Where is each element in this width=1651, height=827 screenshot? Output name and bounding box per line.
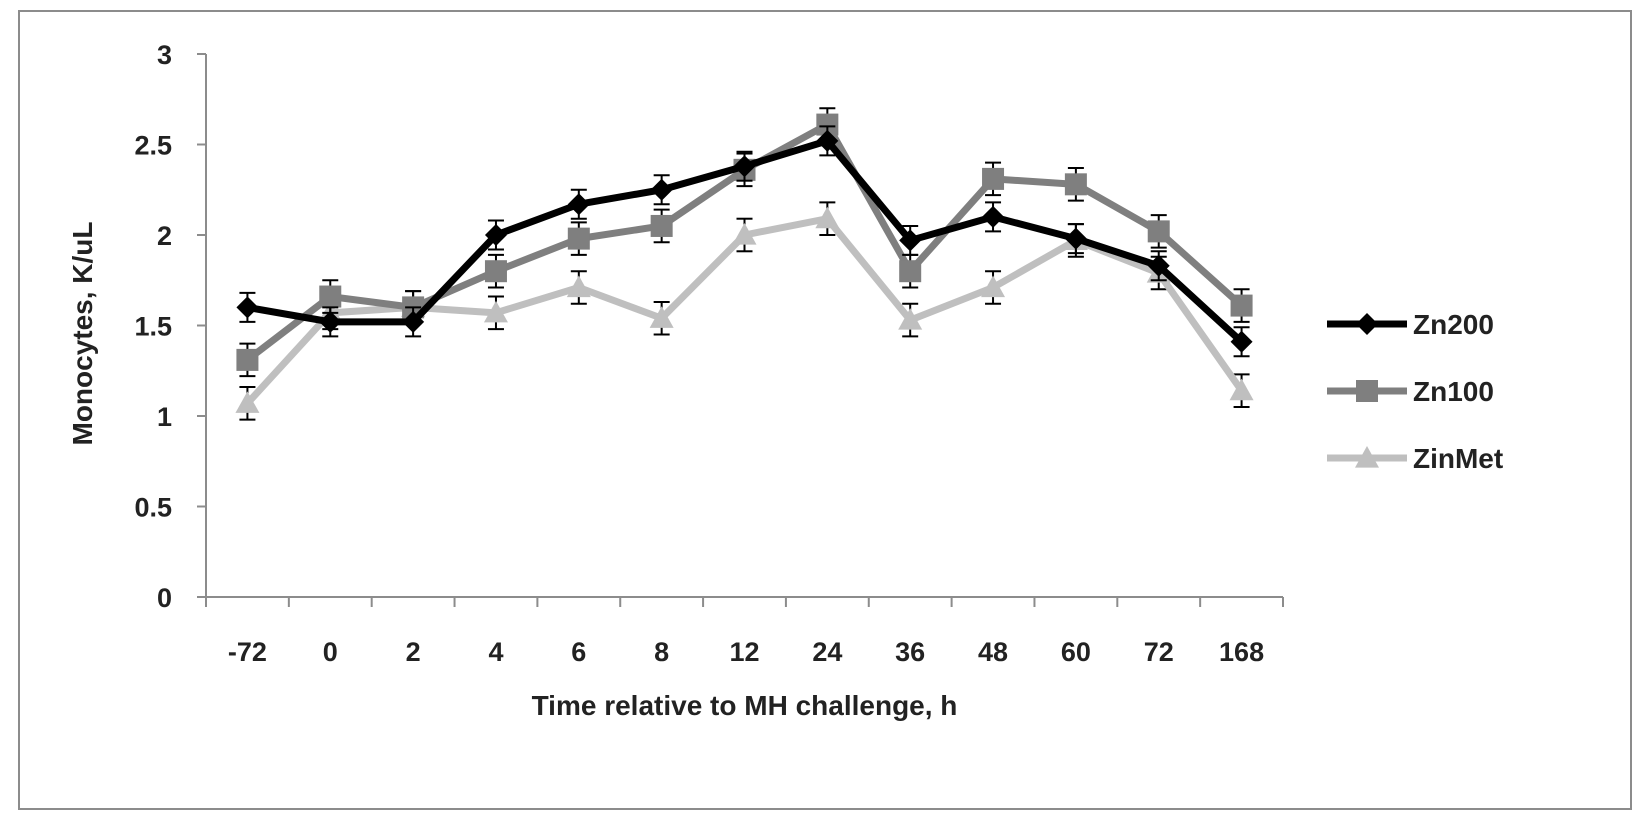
legend-item-zn100: Zn100 (1327, 376, 1494, 407)
legend-item-zn200: Zn200 (1327, 309, 1494, 340)
legend-label: Zn200 (1413, 309, 1494, 340)
data-point-zn100 (319, 285, 342, 308)
y-tick-label: 1 (157, 402, 172, 432)
x-tick-label: 2 (406, 637, 421, 667)
data-point-zn200 (899, 229, 922, 252)
data-point-zn100 (1147, 220, 1170, 243)
data-point-zinmet (235, 391, 260, 413)
x-tick-label: 60 (1061, 637, 1091, 667)
series-group (235, 107, 1254, 421)
y-tick-label: 2 (157, 221, 172, 251)
series-zinmet (235, 201, 1254, 421)
x-tick-label: 36 (895, 637, 925, 667)
x-tick-label: 6 (571, 637, 586, 667)
x-tick-label: 0 (323, 637, 338, 667)
data-point-zn200 (402, 310, 425, 333)
x-tick-label: 48 (978, 637, 1008, 667)
chart-frame: 0 0.5 1 1.5 2 2.5 3 -72 0 2 4 6 8 12 24 36 48 60 72 168 Zn2… (18, 10, 1632, 810)
x-tick-label: 4 (488, 637, 503, 667)
x-tick-label: 24 (812, 637, 842, 667)
data-point-zn100 (1230, 294, 1253, 317)
legend-label: Zn100 (1413, 376, 1494, 407)
data-point-zinmet (1229, 378, 1254, 401)
data-point-zn100 (236, 348, 259, 371)
x-tick-label: 8 (654, 637, 669, 667)
y-tick-label: 0.5 (134, 493, 172, 523)
x-tick-label: 12 (729, 637, 759, 667)
y-tick-label: 1.5 (134, 312, 172, 342)
data-point-zn200 (484, 224, 507, 246)
data-point-zinmet (815, 206, 840, 229)
data-point-zn100 (650, 214, 673, 237)
legend-label: ZinMet (1413, 443, 1503, 474)
data-point-zinmet (483, 300, 508, 323)
data-point-zn100 (899, 260, 922, 283)
y-tick-label: 0 (157, 583, 172, 613)
data-point-zn200 (319, 310, 342, 333)
x-tick-label: 168 (1219, 637, 1264, 667)
y-axis-title: Monocytes, K/uL (67, 221, 98, 445)
data-point-zinmet (566, 275, 591, 298)
data-point-zinmet (649, 306, 674, 328)
data-point-zn200 (567, 193, 590, 216)
line-chart: 00.511.522.53-72 0 2 4 6 8 12 24 36 48 60 72 168 Zn2… (67, 40, 1503, 721)
legend-marker (1355, 446, 1379, 468)
y-tick-label: 2.5 (134, 131, 172, 161)
data-point-zn200 (650, 178, 673, 201)
data-point-zn100 (1064, 173, 1087, 196)
x-axis-title: Time relative to MH challenge, h (532, 690, 958, 721)
data-point-zn200 (236, 296, 259, 319)
axes: 00.511.522.53-72 0 2 4 6 8 12 24 36 48 60 72 168 (134, 40, 1284, 667)
data-point-zn100 (484, 260, 507, 283)
legend-item-zinmet: ZinMet (1327, 443, 1503, 474)
data-point-zn100 (816, 113, 839, 136)
x-tick-label: -72 (228, 637, 267, 667)
series-zn200 (236, 125, 1253, 358)
y-tick-label: 3 (157, 40, 172, 70)
data-point-zinmet (981, 275, 1006, 298)
data-point-zinmet (732, 223, 757, 245)
data-point-zn200 (816, 129, 839, 152)
data-point-zinmet (898, 308, 923, 330)
data-point-zn200 (1230, 330, 1253, 353)
legend-marker (1356, 380, 1378, 402)
data-point-zn200 (982, 205, 1005, 228)
data-point-zn100 (567, 227, 590, 250)
legend: Zn200 Zn100 ZinMet (1327, 309, 1503, 474)
x-tick-label: 72 (1144, 637, 1174, 667)
data-point-zn100 (982, 167, 1005, 190)
data-point-zn200 (733, 155, 756, 178)
data-point-zn200 (1064, 227, 1087, 250)
legend-marker (1356, 313, 1378, 335)
